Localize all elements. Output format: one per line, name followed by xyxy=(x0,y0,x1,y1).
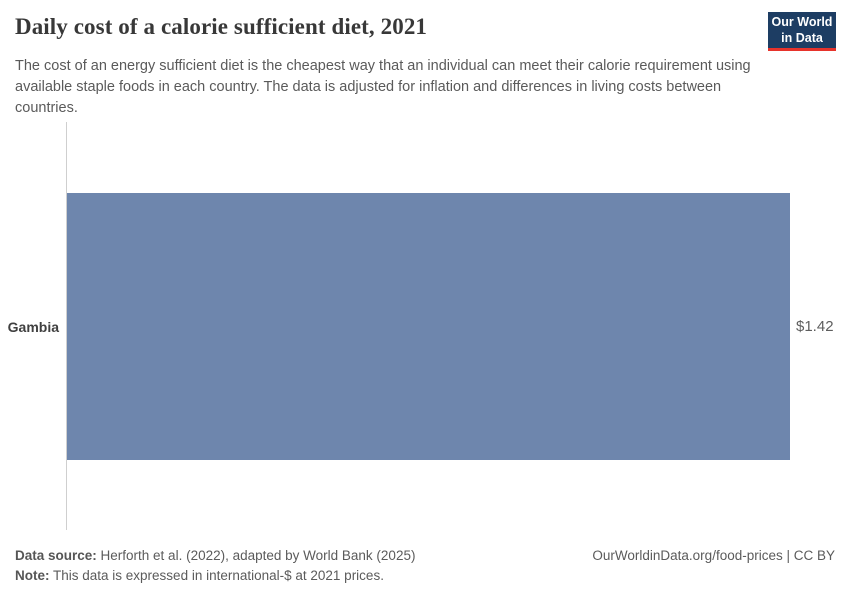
footer-data-source: Data source: Herforth et al. (2022), ada… xyxy=(15,548,415,563)
country-label: Gambia xyxy=(7,319,59,335)
footer-data-source-label: Data source: xyxy=(15,548,97,563)
footer-data-source-text: Herforth et al. (2022), adapted by World… xyxy=(96,548,416,563)
owid-logo-line1: Our World xyxy=(771,15,833,29)
footer-note-text: This data is expressed in international-… xyxy=(49,568,384,583)
page-title: Daily cost of a calorie sufficient diet,… xyxy=(15,14,428,39)
chart-subtitle: The cost of an energy sufficient diet is… xyxy=(15,58,751,116)
owid-logo: Our World in Data xyxy=(768,12,836,51)
y-axis-line xyxy=(66,122,67,530)
bar-value-label: $1.42 xyxy=(796,318,834,335)
footer-note-label: Note: xyxy=(15,568,50,583)
footer-citation-link[interactable]: OurWorldinData.org/food-prices | CC BY xyxy=(592,548,835,563)
footer-note: Note: This data is expressed in internat… xyxy=(15,568,384,583)
owid-logo-line2: in Data xyxy=(781,31,823,45)
bar-gambia[interactable] xyxy=(67,193,790,460)
